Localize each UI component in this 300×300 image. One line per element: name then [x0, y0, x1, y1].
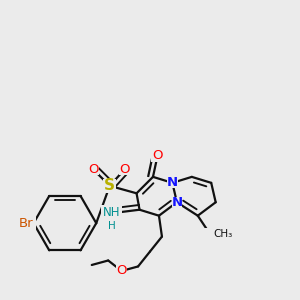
Bar: [103, 179, 116, 193]
Text: S: S: [104, 178, 115, 193]
Text: O: O: [152, 149, 163, 163]
Text: NH: NH: [103, 206, 121, 219]
Text: Br: Br: [19, 217, 33, 230]
Text: O: O: [116, 264, 127, 278]
Text: H: H: [108, 221, 116, 231]
Text: N: N: [171, 196, 182, 209]
Text: O: O: [88, 163, 98, 176]
Bar: [118, 164, 130, 175]
Text: O: O: [119, 163, 130, 176]
Text: CH₃: CH₃: [213, 229, 232, 238]
Bar: [101, 205, 122, 220]
Bar: [152, 150, 164, 162]
Bar: [87, 164, 99, 175]
Bar: [172, 197, 182, 208]
Bar: [16, 216, 36, 231]
Bar: [167, 178, 178, 188]
Text: N: N: [167, 176, 178, 189]
Bar: [116, 265, 127, 277]
Bar: [205, 228, 224, 240]
